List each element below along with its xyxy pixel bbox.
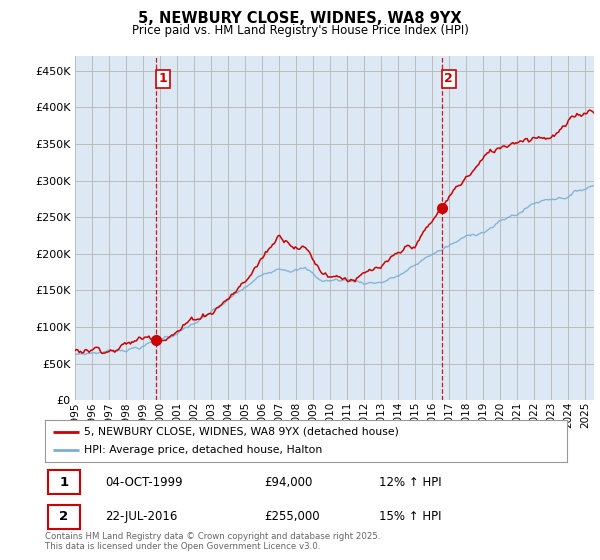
FancyBboxPatch shape (47, 470, 80, 494)
Text: Price paid vs. HM Land Registry's House Price Index (HPI): Price paid vs. HM Land Registry's House … (131, 24, 469, 36)
Text: 2: 2 (59, 510, 68, 524)
Text: 22-JUL-2016: 22-JUL-2016 (105, 510, 178, 524)
Text: 12% ↑ HPI: 12% ↑ HPI (379, 475, 442, 489)
Text: Contains HM Land Registry data © Crown copyright and database right 2025.
This d: Contains HM Land Registry data © Crown c… (45, 532, 380, 552)
Text: 04-OCT-1999: 04-OCT-1999 (105, 475, 182, 489)
Text: 5, NEWBURY CLOSE, WIDNES, WA8 9YX (detached house): 5, NEWBURY CLOSE, WIDNES, WA8 9YX (detac… (84, 427, 399, 437)
Text: 1: 1 (158, 72, 167, 85)
Text: £94,000: £94,000 (264, 475, 313, 489)
Text: HPI: Average price, detached house, Halton: HPI: Average price, detached house, Halt… (84, 445, 322, 455)
FancyBboxPatch shape (47, 505, 80, 529)
Text: 5, NEWBURY CLOSE, WIDNES, WA8 9YX: 5, NEWBURY CLOSE, WIDNES, WA8 9YX (138, 11, 462, 26)
Text: 1: 1 (59, 475, 68, 489)
Text: 2: 2 (444, 72, 453, 85)
Text: £255,000: £255,000 (264, 510, 320, 524)
Text: 15% ↑ HPI: 15% ↑ HPI (379, 510, 442, 524)
